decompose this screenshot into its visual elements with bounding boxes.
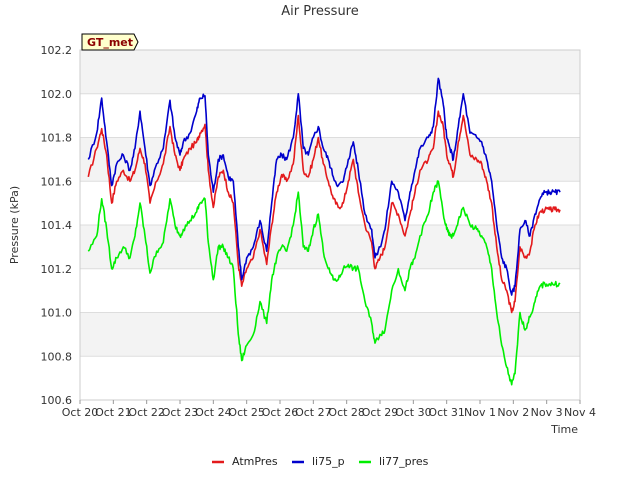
series-lines [87,77,561,386]
y-tick-label: 101.4 [41,219,73,232]
x-tick-label: Oct 22 [128,406,165,419]
y-tick-label: 102.0 [41,88,73,101]
x-tick-label: Nov 1 [464,406,496,419]
x-tick-label: Oct 30 [395,406,432,419]
x-tick-label: Oct 21 [95,406,132,419]
x-tick-label: Oct 28 [328,406,365,419]
x-tick-label: Oct 31 [428,406,465,419]
x-tick-label: Oct 26 [262,406,299,419]
x-tick-label: Oct 23 [162,406,199,419]
badge-shape [81,33,139,51]
y-axis-ticks: 100.6 100.8 101.0 101.2 101.4 101.6 101.8 102.0… [41,44,73,407]
x-tick-label: Nov 4 [564,406,596,419]
x-tick-label: Oct 29 [362,406,399,419]
legend-label: AtmPres [232,455,278,468]
badge-label: GT_met [87,36,133,49]
legend-label: li77_pres [379,455,429,468]
y-tick-label: 101.2 [41,263,73,276]
x-axis-label: Time [550,423,578,436]
legend-item-atmpres: AtmPres [212,455,278,468]
legend-item-li77-pres: li77_pres [359,455,429,468]
series-line-li75-p [87,77,561,296]
legend-item-li75-p: li75_p [292,455,345,468]
band [80,137,580,182]
chart-title: Air Pressure [281,4,359,19]
series-line-li77-pres [87,180,561,386]
legend: AtmPres li75_p li77_pres [212,455,429,468]
y-tick-label: 101.6 [41,175,73,188]
plot-frame [79,49,581,401]
y-tick-label: 100.6 [41,394,73,407]
band [80,312,580,357]
x-tick-label: Oct 20 [62,406,99,419]
x-tick-label: Oct 27 [295,406,332,419]
y-tick-label: 101.8 [41,132,73,145]
gt-met-badge: GT_met [81,33,139,51]
y-tick-label: 101.0 [41,307,73,320]
x-tick-label: Oct 24 [195,406,232,419]
background-bands [80,50,580,357]
x-tick-label: Oct 25 [228,406,265,419]
x-tick-label: Nov 3 [531,406,563,419]
band [80,50,580,94]
y-tick-label: 100.8 [41,350,73,363]
y-axis-label: Pressure (kPa) [8,186,21,264]
series-line-atmpres [87,110,561,314]
legend-label: li75_p [312,455,345,468]
y-tick-label: 102.2 [41,44,73,57]
x-tick-label: Nov 2 [497,406,529,419]
